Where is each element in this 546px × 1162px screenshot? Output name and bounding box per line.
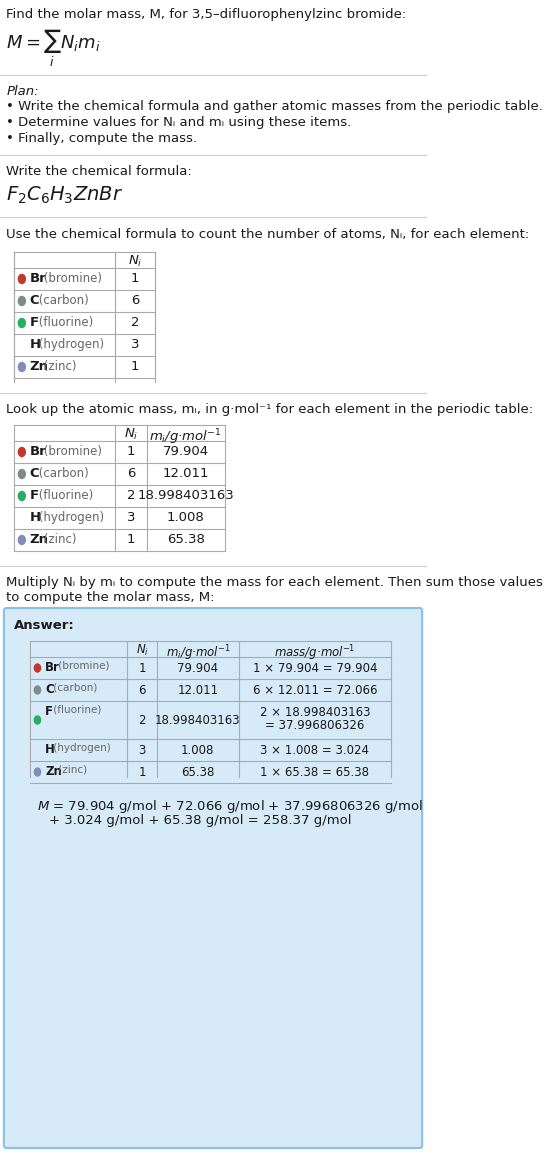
Text: 79.904: 79.904: [163, 445, 209, 458]
Circle shape: [34, 686, 40, 694]
Text: (bromine): (bromine): [40, 272, 102, 285]
Text: 65.38: 65.38: [181, 766, 215, 779]
Text: 65.38: 65.38: [167, 533, 205, 546]
Text: $N_i$: $N_i$: [128, 254, 142, 270]
Text: 18.998403163: 18.998403163: [155, 713, 241, 726]
Text: $M$ = 79.904 g/mol + 72.066 g/mol + 37.996806326 g/mol: $M$ = 79.904 g/mol + 72.066 g/mol + 37.9…: [38, 798, 423, 815]
Text: (fluorine): (fluorine): [35, 316, 93, 329]
Text: 1 × 79.904 = 79.904: 1 × 79.904 = 79.904: [253, 661, 377, 674]
Text: 1: 1: [127, 445, 135, 458]
Text: 18.998403163: 18.998403163: [138, 489, 234, 502]
Text: + 3.024 g/mol + 65.38 g/mol = 258.37 g/mol: + 3.024 g/mol + 65.38 g/mol = 258.37 g/m…: [49, 815, 352, 827]
Text: = 37.996806326: = 37.996806326: [265, 719, 365, 732]
Text: (bromine): (bromine): [40, 445, 102, 458]
Text: (carbon): (carbon): [35, 294, 88, 307]
Text: 2: 2: [127, 489, 135, 502]
Circle shape: [19, 363, 25, 372]
Text: 1 × 65.38 = 65.38: 1 × 65.38 = 65.38: [260, 766, 370, 779]
Text: 3: 3: [138, 744, 146, 756]
Text: • Finally, compute the mass.: • Finally, compute the mass.: [6, 132, 197, 145]
Text: 1: 1: [138, 766, 146, 779]
Text: Multiply Nᵢ by mᵢ to compute the mass for each element. Then sum those values: Multiply Nᵢ by mᵢ to compute the mass fo…: [6, 576, 543, 589]
Text: (carbon): (carbon): [50, 683, 97, 693]
Text: (zinc): (zinc): [40, 360, 76, 373]
Text: C: C: [45, 683, 54, 696]
Text: Zn: Zn: [45, 765, 62, 779]
Text: Look up the atomic mass, mᵢ, in g·mol⁻¹ for each element in the periodic table:: Look up the atomic mass, mᵢ, in g·mol⁻¹ …: [6, 403, 533, 416]
Text: (bromine): (bromine): [55, 661, 109, 670]
Text: $N_i$: $N_i$: [124, 426, 138, 442]
Text: Find the molar mass, M, for 3,5–difluorophenylzinc bromide:: Find the molar mass, M, for 3,5–difluoro…: [6, 8, 406, 21]
Text: Zn: Zn: [29, 360, 49, 373]
Text: 2: 2: [130, 316, 139, 329]
Text: H: H: [29, 511, 41, 524]
Text: $m_i$/g·mol$^{-1}$: $m_i$/g·mol$^{-1}$: [150, 426, 222, 446]
Text: $F_2C_6H_3ZnBr$: $F_2C_6H_3ZnBr$: [6, 185, 123, 207]
Circle shape: [19, 536, 25, 545]
Text: 1.008: 1.008: [181, 744, 215, 756]
FancyBboxPatch shape: [4, 608, 422, 1148]
Text: 3: 3: [127, 511, 135, 524]
Text: Write the chemical formula:: Write the chemical formula:: [6, 165, 192, 178]
Text: F: F: [29, 316, 39, 329]
Text: Answer:: Answer:: [14, 619, 75, 632]
Text: 79.904: 79.904: [177, 661, 218, 674]
Text: F: F: [45, 705, 54, 718]
Text: • Write the chemical formula and gather atomic masses from the periodic table.: • Write the chemical formula and gather …: [6, 100, 543, 113]
Text: $m_i$/g·mol$^{-1}$: $m_i$/g·mol$^{-1}$: [165, 643, 230, 662]
Text: $N_i$: $N_i$: [135, 643, 149, 658]
Circle shape: [19, 274, 25, 284]
Text: 1: 1: [138, 661, 146, 674]
Circle shape: [19, 447, 25, 457]
Text: 1: 1: [127, 533, 135, 546]
Text: (hydrogen): (hydrogen): [50, 743, 111, 753]
Text: 2 × 18.998403163: 2 × 18.998403163: [260, 706, 370, 719]
Text: 3: 3: [130, 338, 139, 351]
Text: 6: 6: [131, 294, 139, 307]
Text: 3 × 1.008 = 3.024: 3 × 1.008 = 3.024: [260, 744, 370, 756]
Text: (hydrogen): (hydrogen): [35, 338, 104, 351]
Text: (fluorine): (fluorine): [35, 489, 93, 502]
Text: F: F: [29, 489, 39, 502]
Text: 1.008: 1.008: [167, 511, 205, 524]
Circle shape: [34, 716, 40, 724]
Text: 1: 1: [130, 272, 139, 285]
Text: 6 × 12.011 = 72.066: 6 × 12.011 = 72.066: [253, 683, 377, 696]
Text: C: C: [29, 294, 39, 307]
Text: 12.011: 12.011: [163, 467, 209, 480]
Text: 12.011: 12.011: [177, 683, 218, 696]
Text: (hydrogen): (hydrogen): [35, 511, 104, 524]
Text: (zinc): (zinc): [55, 765, 87, 775]
Text: 6: 6: [138, 683, 146, 696]
Circle shape: [19, 469, 25, 479]
Text: Br: Br: [29, 272, 46, 285]
Circle shape: [19, 296, 25, 306]
Text: 6: 6: [127, 467, 135, 480]
Text: Zn: Zn: [29, 533, 49, 546]
Text: H: H: [45, 743, 55, 756]
Circle shape: [34, 664, 40, 672]
Text: mass/g·mol$^{-1}$: mass/g·mol$^{-1}$: [274, 643, 355, 662]
Text: Plan:: Plan:: [6, 85, 39, 98]
Text: (fluorine): (fluorine): [50, 705, 102, 715]
Circle shape: [19, 318, 25, 328]
Text: H: H: [29, 338, 41, 351]
Text: (carbon): (carbon): [35, 467, 88, 480]
Text: Use the chemical formula to count the number of atoms, Nᵢ, for each element:: Use the chemical formula to count the nu…: [6, 228, 530, 241]
Text: (zinc): (zinc): [40, 533, 76, 546]
Text: $M = \sum_{i} N_i m_i$: $M = \sum_{i} N_i m_i$: [6, 28, 100, 70]
Text: • Determine values for Nᵢ and mᵢ using these items.: • Determine values for Nᵢ and mᵢ using t…: [6, 116, 352, 129]
Text: 1: 1: [130, 360, 139, 373]
Text: Br: Br: [45, 661, 60, 674]
Text: Br: Br: [29, 445, 46, 458]
Circle shape: [19, 492, 25, 501]
Text: to compute the molar mass, M:: to compute the molar mass, M:: [6, 591, 215, 604]
Text: C: C: [29, 467, 39, 480]
Text: 2: 2: [138, 713, 146, 726]
Circle shape: [34, 768, 40, 776]
